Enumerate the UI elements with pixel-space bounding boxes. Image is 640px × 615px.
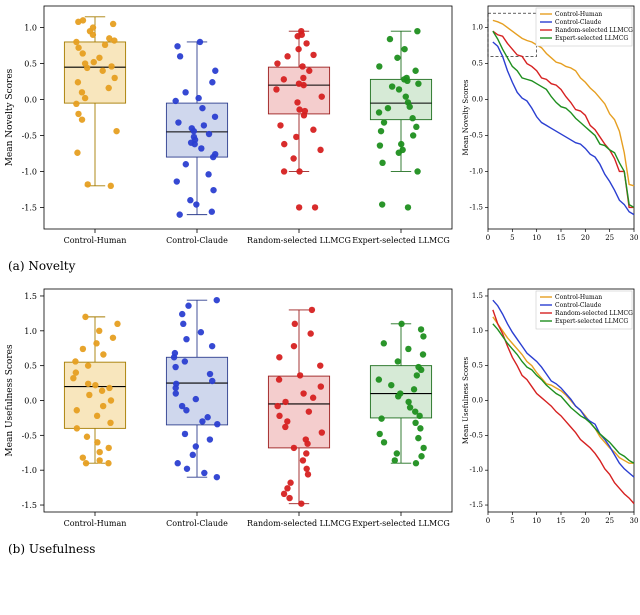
svg-text:0.5: 0.5 <box>472 60 483 68</box>
svg-text:15: 15 <box>557 234 566 242</box>
svg-text:1.0: 1.0 <box>472 24 483 32</box>
svg-text:-1.0: -1.0 <box>470 466 484 474</box>
svg-text:0.5: 0.5 <box>24 60 37 69</box>
svg-text:5: 5 <box>510 234 514 242</box>
svg-text:0.0: 0.0 <box>24 96 37 105</box>
svg-text:-1.0: -1.0 <box>22 167 37 176</box>
svg-text:Control-Human: Control-Human <box>555 294 602 301</box>
svg-text:Random-selected LLMCG: Random-selected LLMCG <box>555 310 633 317</box>
svg-text:30: 30 <box>630 234 639 242</box>
svg-text:Control-Human: Control-Human <box>64 519 127 528</box>
svg-text:1.5: 1.5 <box>472 292 483 300</box>
svg-text:0: 0 <box>486 517 490 525</box>
svg-text:10: 10 <box>532 517 541 525</box>
svg-text:1.0: 1.0 <box>24 24 37 33</box>
panel-b-caption: (b) Usefulness <box>0 538 640 566</box>
svg-text:0.0: 0.0 <box>472 397 483 405</box>
panel-a-linechart: -1.5 -1.0 -0.5 0.0 0.5 1.0 0 5 10 15 20 25 30 Mean No… <box>460 0 640 255</box>
svg-text:20: 20 <box>581 234 590 242</box>
svg-text:0.0: 0.0 <box>24 397 37 406</box>
svg-text:-1.0: -1.0 <box>470 167 484 175</box>
svg-text:Mean Novelty Scores: Mean Novelty Scores <box>5 68 15 166</box>
svg-text:Expert-selected LLMCG: Expert-selected LLMCG <box>555 318 628 325</box>
panel-a-caption: (a) Novelty <box>0 255 640 283</box>
svg-text:0.5: 0.5 <box>472 362 483 370</box>
svg-text:30: 30 <box>630 517 639 525</box>
svg-text:0.0: 0.0 <box>472 96 483 104</box>
svg-text:15: 15 <box>557 517 566 525</box>
svg-text:1.5: 1.5 <box>24 292 37 301</box>
svg-text:1.0: 1.0 <box>24 327 37 336</box>
svg-text:Control-Human: Control-Human <box>555 11 602 18</box>
svg-text:Mean Usefulness Scores: Mean Usefulness Scores <box>5 344 15 457</box>
panel-a: -1.5 -1.0 -0.5 0.0 0.5 1.0 Mean Novelty Scores… <box>0 0 640 283</box>
svg-text:-0.5: -0.5 <box>470 431 484 439</box>
svg-text:0: 0 <box>486 234 490 242</box>
svg-text:-0.5: -0.5 <box>22 131 37 140</box>
svg-text:Control-Human: Control-Human <box>64 236 127 245</box>
svg-text:Random-selected LLMCG: Random-selected LLMCG <box>247 519 351 528</box>
panel-b: -1.5 -1.0 -0.5 0.0 0.5 1.0 1.5 Mean Usefulness … <box>0 283 640 566</box>
svg-text:-0.5: -0.5 <box>22 431 37 440</box>
svg-text:-0.5: -0.5 <box>470 131 484 139</box>
svg-text:25: 25 <box>605 234 614 242</box>
svg-text:Expert-selected LLMCG: Expert-selected LLMCG <box>555 35 628 42</box>
panel-a-boxplot: -1.5 -1.0 -0.5 0.0 0.5 1.0 Mean Novelty Scores… <box>0 0 460 255</box>
svg-text:5: 5 <box>510 517 514 525</box>
panel-b-boxplot: -1.5 -1.0 -0.5 0.0 0.5 1.0 1.5 Mean Usefulness … <box>0 283 460 538</box>
svg-text:20: 20 <box>581 517 590 525</box>
svg-text:-1.5: -1.5 <box>22 501 37 510</box>
svg-text:Mean Novelty Scores: Mean Novelty Scores <box>462 79 470 155</box>
svg-text:-1.5: -1.5 <box>470 501 484 509</box>
svg-text:25: 25 <box>605 517 614 525</box>
svg-text:0.5: 0.5 <box>24 362 37 371</box>
svg-text:Expert-selected LLMCG: Expert-selected LLMCG <box>352 236 450 245</box>
figure: -1.5 -1.0 -0.5 0.0 0.5 1.0 Mean Novelty Scores… <box>0 0 640 566</box>
svg-text:1.0: 1.0 <box>472 327 483 335</box>
svg-text:Control-Claude: Control-Claude <box>555 19 602 26</box>
svg-text:Control-Claude: Control-Claude <box>166 236 228 245</box>
svg-text:Control-Claude: Control-Claude <box>166 519 228 528</box>
svg-text:-1.5: -1.5 <box>22 203 37 212</box>
svg-text:Random-selected LLMCG: Random-selected LLMCG <box>247 236 351 245</box>
svg-text:Mean Usefulness Scores: Mean Usefulness Scores <box>462 356 470 444</box>
svg-text:Random-selected LLMCG: Random-selected LLMCG <box>555 27 633 34</box>
svg-text:10: 10 <box>532 234 541 242</box>
svg-text:-1.5: -1.5 <box>470 203 484 211</box>
svg-text:-1.0: -1.0 <box>22 466 37 475</box>
svg-text:Control-Claude: Control-Claude <box>555 302 602 309</box>
panel-b-linechart: -1.5 -1.0 -0.5 0.0 0.5 1.0 1.5 0 5 10 15 20 25 30 Mean… <box>460 283 640 538</box>
svg-text:Expert-selected LLMCG: Expert-selected LLMCG <box>352 519 450 528</box>
